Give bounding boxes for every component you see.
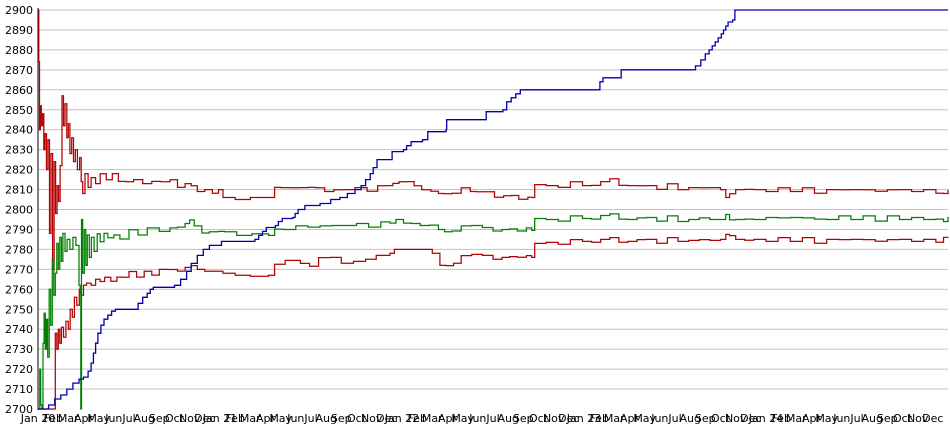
x-tick-label: Dec: [376, 412, 397, 425]
y-tick-label: 2750: [5, 303, 33, 316]
x-tick-label: Jun: [650, 412, 668, 425]
x-tick-label: Nov: [361, 412, 383, 425]
x-tick-label: Apr: [438, 412, 458, 425]
x-tick-label: Jul: [667, 412, 681, 425]
x-tick-label: Nov: [543, 412, 565, 425]
upper-red-line: [38, 9, 949, 271]
x-tick-label: Jun: [832, 412, 850, 425]
green-line: [39, 213, 949, 410]
x-tick-label: Apr: [620, 412, 640, 425]
x-tick-label: Aug: [861, 412, 882, 425]
data-series: [38, 9, 949, 410]
y-tick-label: 2820: [5, 164, 33, 177]
x-tick-label: Jul: [485, 412, 499, 425]
x-tick-label: Jun: [104, 412, 122, 425]
x-tick-label: Nov: [179, 412, 201, 425]
x-tick-label: Oct: [711, 412, 731, 425]
x-tick-label: Feb: [225, 412, 244, 425]
x-tick-label: Mar: [422, 412, 443, 425]
x-tick-label: Jul: [849, 412, 863, 425]
x-tick-label: Mar: [240, 412, 261, 425]
x-tick-label: Dec: [194, 412, 215, 425]
x-tick-label: Apr: [802, 412, 822, 425]
x-tick-label: May: [451, 412, 474, 425]
y-tick-label: 2900: [5, 4, 33, 17]
x-tick-label: Jan 21: [202, 412, 237, 425]
y-tick-label: 2860: [5, 84, 33, 97]
x-tick-label: Feb: [43, 412, 62, 425]
x-tick-label: Nov: [725, 412, 747, 425]
y-tick-label: 2840: [5, 124, 33, 137]
x-tick-label: Sep: [695, 412, 716, 425]
x-tick-label: Mar: [786, 412, 807, 425]
blue-step-line: [38, 9, 948, 410]
x-tick-label: Aug: [679, 412, 700, 425]
x-tick-label: May: [87, 412, 110, 425]
y-tick-label: 2720: [5, 363, 33, 376]
x-tick-label: May: [815, 412, 838, 425]
x-tick-label: Oct: [893, 412, 913, 425]
x-tick-label: Jul: [121, 412, 135, 425]
x-tick-label: Sep: [331, 412, 352, 425]
y-tick-label: 2880: [5, 44, 33, 57]
x-tick-label: Dec: [922, 412, 943, 425]
x-tick-label: Feb: [407, 412, 426, 425]
x-tick-label: Feb: [589, 412, 608, 425]
x-tick-label: Jan 23: [566, 412, 601, 425]
y-tick-label: 2890: [5, 24, 33, 37]
x-tick-label: Aug: [133, 412, 154, 425]
x-tick-label: Mar: [604, 412, 625, 425]
x-tick-label: Aug: [315, 412, 336, 425]
y-tick-label: 2700: [5, 403, 33, 416]
x-tick-label: Dec: [740, 412, 761, 425]
x-tick-label: Jan 24: [748, 412, 783, 425]
x-tick-label: Apr: [74, 412, 94, 425]
x-tick-label: Dec: [558, 412, 579, 425]
y-tick-label: 2830: [5, 144, 33, 157]
x-tick-label: Oct: [347, 412, 367, 425]
grid-lines: [38, 9, 948, 390]
x-tick-label: Aug: [497, 412, 518, 425]
y-tick-label: 2790: [5, 223, 33, 236]
x-tick-label: Oct: [165, 412, 185, 425]
y-tick-label: 2810: [5, 184, 33, 197]
x-tick-label: Jun: [286, 412, 304, 425]
x-tick-label: Jan 22: [384, 412, 419, 425]
y-tick-label: 2760: [5, 283, 33, 296]
x-tick-label: Sep: [513, 412, 534, 425]
x-tick-label: Mar: [58, 412, 79, 425]
x-tick-label: May: [269, 412, 292, 425]
y-tick-label: 2730: [5, 343, 33, 356]
x-tick-label: Jun: [468, 412, 486, 425]
x-tick-label: Oct: [529, 412, 549, 425]
x-tick-label: Sep: [877, 412, 898, 425]
x-tick-label: Feb: [771, 412, 790, 425]
x-tick-label: Jan 20: [20, 412, 55, 425]
y-tick-label: 2710: [5, 383, 33, 396]
x-tick-label: Apr: [256, 412, 276, 425]
lower-red-line: [38, 233, 949, 410]
y-tick-label: 2770: [5, 263, 33, 276]
x-tick-label: Jul: [303, 412, 317, 425]
y-tick-labels: 2700 2710 2720 2730 2740 2750 2760 2770 2780 2790…: [5, 4, 33, 416]
y-tick-label: 2870: [5, 64, 33, 77]
y-tick-label: 2800: [5, 204, 33, 217]
x-tick-label: Sep: [149, 412, 170, 425]
y-tick-label: 2780: [5, 243, 33, 256]
x-tick-label: May: [633, 412, 656, 425]
y-tick-label: 2850: [5, 104, 33, 117]
y-tick-label: 2740: [5, 323, 33, 336]
x-tick-label: Nov: [907, 412, 929, 425]
